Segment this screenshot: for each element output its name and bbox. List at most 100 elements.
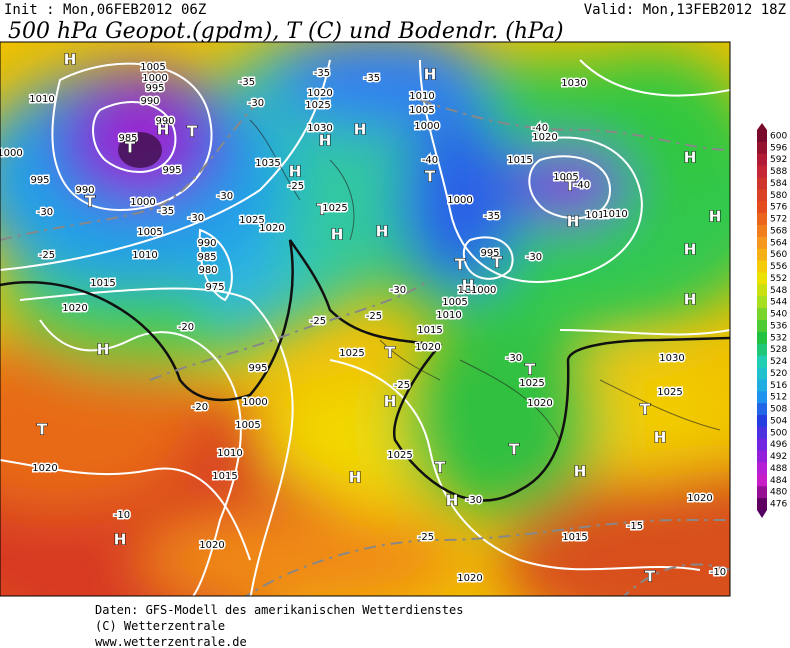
pressure-center: T — [317, 201, 328, 219]
colorbar-label: 576 — [770, 203, 787, 213]
isoline-label: 1020 — [687, 493, 712, 504]
isoline-label: 995 — [30, 175, 49, 186]
isoline-label: -30 — [217, 191, 233, 202]
colorbar-label: 536 — [770, 321, 787, 331]
colorbar-swatch — [757, 343, 767, 357]
isoline-label: 1015 — [417, 325, 442, 336]
colorbar-label: 564 — [770, 238, 787, 248]
isoline-label: 1020 — [532, 132, 557, 143]
pressure-center: H — [64, 51, 77, 69]
pressure-center: H — [446, 492, 459, 510]
colorbar-label: 508 — [770, 405, 787, 415]
isoline-label: 1020 — [62, 303, 87, 314]
colorbar-swatch — [757, 177, 767, 190]
pressure-center: H — [684, 291, 697, 309]
pressure-center: T — [125, 139, 136, 157]
colorbar-swatch — [757, 225, 767, 238]
pressure-center: H — [709, 208, 722, 226]
isoline-label: 1025 — [657, 387, 682, 398]
isoline-label: 1020 — [415, 342, 440, 353]
isoline-label: 995 — [162, 165, 181, 176]
colorbar-swatch — [757, 438, 767, 452]
colorbar-label: 600 — [770, 131, 787, 141]
isoline-label: 1015 — [562, 532, 587, 543]
isoline-label: -20 — [192, 402, 208, 413]
init-time: Init : Mon,06FEB2012 06Z — [4, 2, 206, 18]
pressure-center: H — [319, 132, 332, 150]
colorbar-label: 512 — [770, 393, 787, 403]
colorbar-label: 496 — [770, 440, 787, 450]
pressure-center: H — [567, 213, 580, 231]
colorbar-swatch — [757, 213, 767, 226]
isoline-label: 1005 — [553, 172, 578, 183]
isoline-label: 1030 — [659, 353, 684, 364]
colorbar-swatch — [757, 486, 767, 499]
isoline-label: -25 — [310, 316, 326, 327]
isoline-label: 995 — [145, 83, 164, 94]
isoline-label: 1025 — [339, 348, 364, 359]
isoline-label: 1005 — [442, 297, 467, 308]
isoline-label: 1030 — [307, 123, 332, 134]
isoline-label: 975 — [205, 282, 224, 293]
colorbar-swatch — [757, 379, 767, 392]
isoline-label: -35 — [364, 73, 380, 84]
isoline-label: -30 — [466, 495, 482, 506]
colorbar-label: 552 — [770, 274, 787, 284]
colorbar-swatch — [757, 474, 767, 487]
colorbar-swatch — [757, 320, 767, 333]
colorbar-label: 572 — [770, 215, 787, 225]
pressure-center: T — [385, 344, 396, 362]
colorbar-swatch — [757, 141, 767, 155]
colorbar-swatch — [757, 236, 767, 250]
colorbar-label: 520 — [770, 369, 787, 379]
isoline-label: -35 — [158, 206, 174, 217]
pressure-center: T — [492, 254, 503, 272]
colorbar-label: 480 — [770, 488, 787, 498]
pressure-center: H — [289, 163, 302, 181]
isoline-label: 1015 — [507, 155, 532, 166]
pressure-center: H — [114, 531, 127, 549]
isoline-label: -35 — [239, 77, 255, 88]
isoline-label: 1005 — [409, 105, 434, 116]
isoline-label: 980 — [198, 265, 217, 276]
colorbar-swatch — [757, 331, 767, 345]
pressure-center: T — [640, 401, 651, 419]
colorbar-label: 516 — [770, 381, 787, 391]
isoline-label: -25 — [288, 181, 304, 192]
pressure-center: T — [435, 459, 446, 477]
isoline-label: -30 — [248, 98, 264, 109]
colorbar-swatch — [757, 165, 767, 178]
pressure-center: T — [37, 421, 48, 439]
isoline-label: -25 — [39, 250, 55, 261]
isoline-label: 985 — [197, 252, 216, 263]
pressure-center: H — [462, 277, 475, 295]
colorbar-swatch — [757, 248, 767, 262]
isoline-label: 995 — [248, 363, 267, 374]
map: H 10051000995990985990HTT995990T995100010… — [0, 42, 730, 596]
colorbar-swatch — [757, 391, 767, 404]
pressure-center: T — [455, 256, 466, 274]
colorbar-swatch — [757, 415, 767, 428]
colorbar-swatch — [757, 462, 767, 475]
footer-url: www.wetterzentrale.de — [95, 635, 247, 648]
isoline-label: 1025 — [239, 215, 264, 226]
isoline-label: 1025 — [305, 100, 330, 111]
pressure-center: H — [331, 226, 344, 244]
isoline-label: 1010 — [132, 250, 157, 261]
colorbar-swatch — [757, 450, 767, 463]
isoline-label: 1000 — [447, 195, 472, 206]
isoline-label: -15 — [627, 521, 643, 532]
map-frame — [0, 41, 731, 597]
pressure-center: H — [574, 463, 587, 481]
isoline-label: 1005 — [140, 62, 165, 73]
colorbar-label: 596 — [770, 143, 787, 153]
colorbar-label: 524 — [770, 357, 787, 367]
pressure-center: H — [654, 429, 667, 447]
colorbar-swatch — [757, 308, 767, 321]
isoline-label: 1000 — [142, 73, 167, 84]
pressure-center: T — [565, 177, 576, 195]
isoline-label: 1035 — [255, 158, 280, 169]
isoline-label: 1005 — [235, 420, 260, 431]
isoline-label: 1020 — [307, 88, 332, 99]
